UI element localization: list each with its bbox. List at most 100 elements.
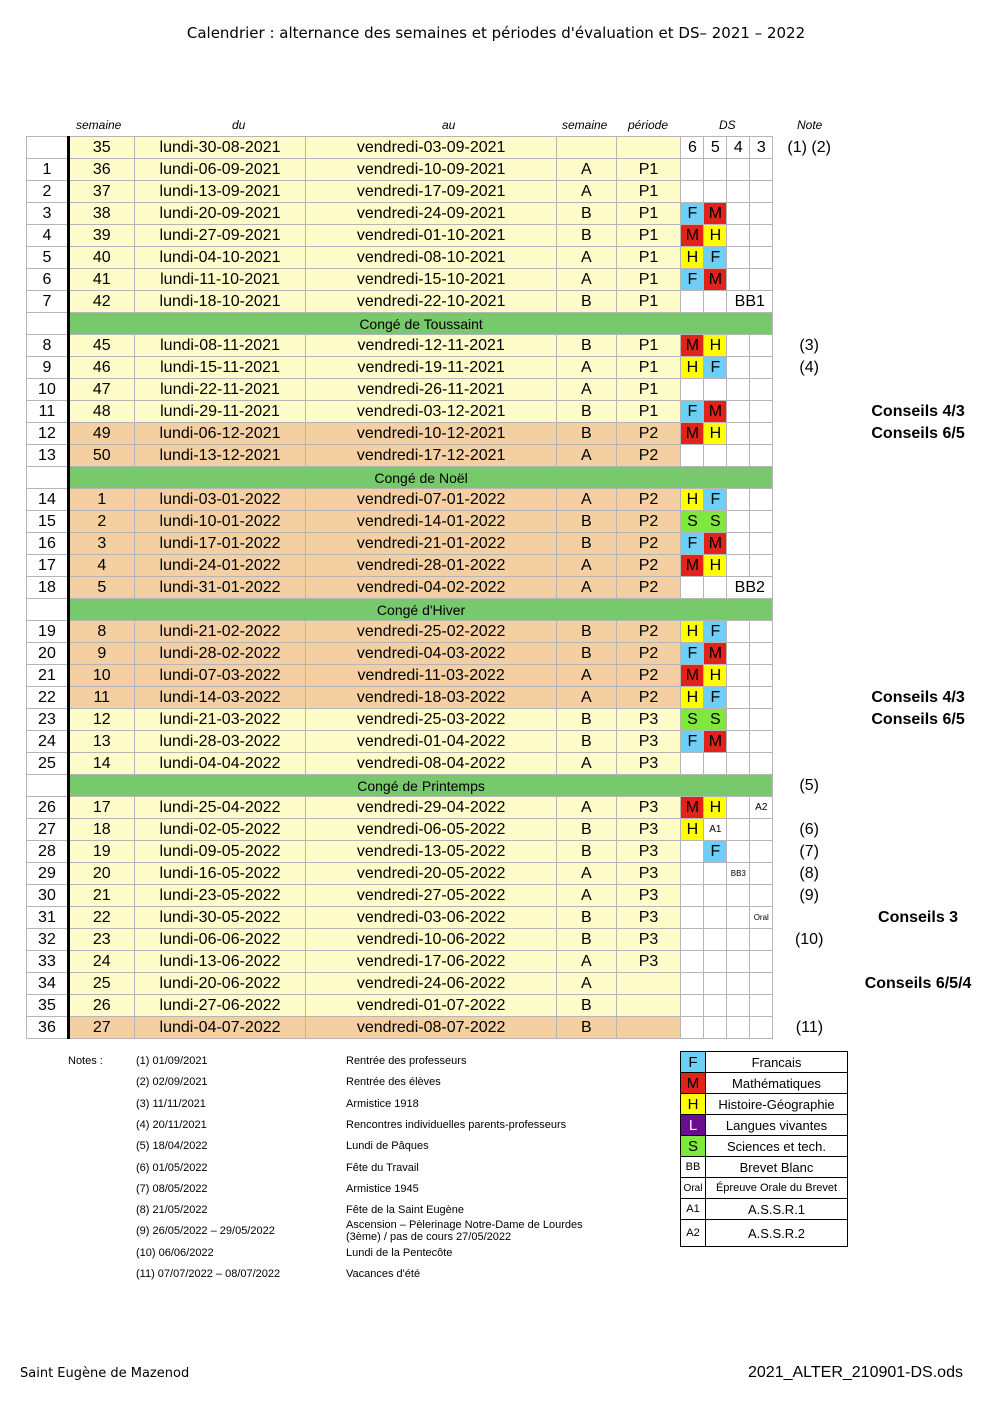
ds-cell (749, 356, 774, 379)
row-conseils (845, 642, 991, 665)
legend-label: Sciences et tech. (705, 1135, 848, 1157)
ds-cell (680, 972, 705, 995)
ds-cell (749, 378, 774, 401)
note-date: (1) 01/09/2021 (136, 1055, 208, 1067)
week-end: vendredi-13-05-2022 (305, 840, 557, 863)
ds-cell (749, 620, 774, 643)
row-note (772, 642, 846, 665)
week-end: vendredi-03-12-2021 (305, 400, 557, 423)
row-index: 21 (26, 664, 70, 687)
row-index: 5 (26, 246, 70, 269)
week-number: 41 (67, 268, 135, 291)
period: P2 (615, 620, 682, 643)
week-ab: B (555, 906, 617, 929)
row-note (772, 576, 846, 599)
row-note (772, 290, 846, 313)
legend-row: A2 A.S.S.R.2 (680, 1219, 848, 1247)
legend-code: S (680, 1135, 706, 1157)
week-end: vendredi-17-12-2021 (305, 444, 557, 467)
row-conseils (845, 752, 991, 775)
week-end: vendredi-06-05-2022 (305, 818, 557, 841)
note-text: Rentrée des élèves (346, 1076, 441, 1089)
ds-cell (749, 510, 774, 533)
week-row: 15 2 lundi-10-01-2022 vendredi-14-01-2022 B P… (26, 510, 991, 533)
week-end: vendredi-15-10-2021 (305, 268, 557, 291)
week-ab: B (555, 532, 617, 555)
ds-cell (703, 994, 728, 1017)
ds-cell: H (680, 488, 705, 511)
row-note (772, 224, 846, 247)
week-row: 18 5 lundi-31-01-2022 vendredi-04-02-2022 A P… (26, 576, 991, 599)
row-conseils (845, 994, 991, 1017)
legend-code: Oral (680, 1177, 706, 1199)
week-number: 22 (67, 906, 135, 929)
holiday-row: Congé de Noël (26, 466, 991, 489)
ds-cell (703, 928, 728, 951)
ds-cell: H (680, 356, 705, 379)
week-ab: A (555, 444, 617, 467)
calendar-table: 35 lundi-30-08-2021 vendredi-03-09-2021 6 5 4… (26, 136, 992, 1039)
ds-cell: F (703, 840, 728, 863)
header-au: au (442, 118, 456, 132)
week-row: 34 25 lundi-20-06-2022 vendredi-24-06-2022 A… (26, 972, 991, 995)
note-text: Ascension – Pèlerinage Notre-Dame de Lou… (346, 1219, 583, 1244)
row-conseils (845, 356, 991, 379)
row-conseils (845, 928, 991, 951)
row-index: 20 (26, 642, 70, 665)
week-number: 36 (67, 158, 135, 181)
ds-cell: BB2 (726, 576, 774, 599)
ds-cell (703, 290, 728, 313)
row-note (772, 312, 846, 335)
ds-cell (680, 994, 705, 1017)
week-start: lundi-07-03-2022 (133, 664, 307, 687)
row-index: 27 (26, 818, 70, 841)
week-end: vendredi-19-11-2021 (305, 356, 557, 379)
ds-cell (749, 246, 774, 269)
ds-cell (680, 180, 705, 203)
ds-cell (680, 576, 705, 599)
week-ab: A (555, 972, 617, 995)
row-conseils (845, 246, 991, 269)
holiday-label: Congé de Noël (67, 466, 774, 489)
note-text: Rencontres individuelles parents-profess… (346, 1118, 567, 1131)
week-start: lundi-23-05-2022 (133, 884, 307, 907)
ds-cell (726, 422, 751, 445)
header-note: Note (797, 118, 823, 132)
row-conseils (845, 884, 991, 907)
week-ab: A (555, 950, 617, 973)
week-number: 50 (67, 444, 135, 467)
ds-cell (680, 884, 705, 907)
week-ab: B (555, 928, 617, 951)
row-index: 18 (26, 576, 70, 599)
row-conseils (845, 378, 991, 401)
ds-cell (749, 730, 774, 753)
row-conseils (845, 840, 991, 863)
row-note (772, 180, 846, 203)
note-date: (6) 01/05/2022 (136, 1161, 208, 1174)
ds-cell: F (680, 532, 705, 555)
row-conseils: Conseils 6/5/4 (845, 972, 991, 995)
week-row: 7 42 lundi-18-10-2021 vendredi-22-10-2021 B P… (26, 290, 991, 313)
ds-cell (749, 928, 774, 951)
ds-cell (726, 686, 751, 709)
ds-cell (726, 400, 751, 423)
week-end: vendredi-01-10-2021 (305, 224, 557, 247)
row-note: (8) (772, 862, 846, 885)
row-conseils (845, 730, 991, 753)
week-end: vendredi-10-12-2021 (305, 422, 557, 445)
ds-cell (749, 994, 774, 1017)
ds-cell (726, 620, 751, 643)
row-note (772, 972, 846, 995)
week-number: 11 (67, 686, 135, 709)
week-start: lundi-20-06-2022 (133, 972, 307, 995)
holiday-label: Congé de Toussaint (67, 312, 774, 335)
row-note (772, 906, 846, 929)
note-text: Vacances d'été (346, 1268, 421, 1280)
week-ab: A (555, 862, 617, 885)
ds-cell (703, 1016, 728, 1039)
ds-cell (749, 444, 774, 467)
week-start: lundi-28-03-2022 (133, 730, 307, 753)
week-row: 33 24 lundi-13-06-2022 vendredi-17-06-2022 A… (26, 950, 991, 973)
ds-cell (703, 444, 728, 467)
row-conseils (845, 334, 991, 357)
